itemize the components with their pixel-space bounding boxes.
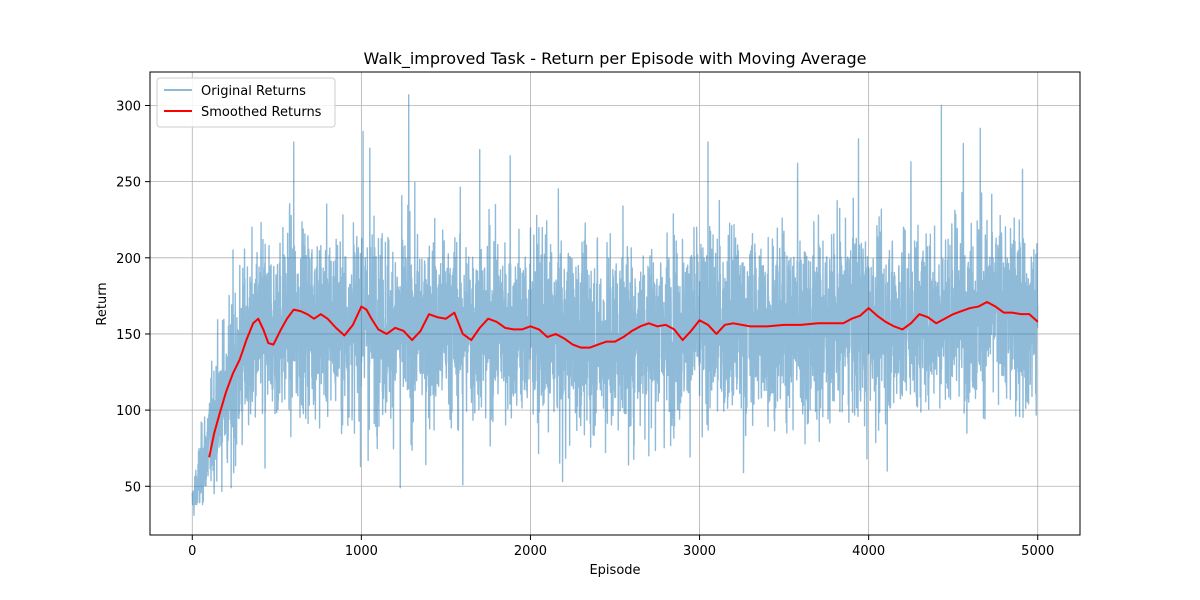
x-tick-label: 5000 <box>1021 544 1054 559</box>
smoothed-returns-line <box>208 300 1039 458</box>
original-returns-line <box>191 94 1039 516</box>
y-tick-label: 150 <box>116 328 141 343</box>
y-axis-label: Return <box>95 282 110 325</box>
y-tick-label: 50 <box>124 480 141 495</box>
y-axis: 50 100 150 200 250 300 <box>116 100 150 495</box>
legend-box <box>156 77 336 128</box>
y-tick-label: 300 <box>116 100 141 115</box>
y-tick-label: 100 <box>116 404 141 419</box>
chart-title: Walk_improved Task - Return per Episode … <box>364 49 867 69</box>
x-tick-label: 2000 <box>514 544 547 559</box>
plot-frame <box>149 71 1081 536</box>
smoothed-returns-path <box>208 300 1039 458</box>
x-axis-label: Episode <box>589 563 640 578</box>
legend-label-smoothed: Smoothed Returns <box>201 105 322 120</box>
x-axis: 0 1000 2000 3000 4000 5000 <box>188 535 1054 559</box>
legend-label-original: Original Returns <box>201 84 306 99</box>
y-tick-label: 250 <box>116 176 141 191</box>
x-tick-label: 0 <box>188 544 196 559</box>
x-tick-label: 1000 <box>345 544 378 559</box>
x-tick-label: 4000 <box>852 544 885 559</box>
x-tick-label: 3000 <box>683 544 716 559</box>
y-tick-label: 200 <box>116 252 141 267</box>
legend: Original Returns Smoothed Returns <box>156 77 336 128</box>
original-returns-path <box>191 94 1039 516</box>
